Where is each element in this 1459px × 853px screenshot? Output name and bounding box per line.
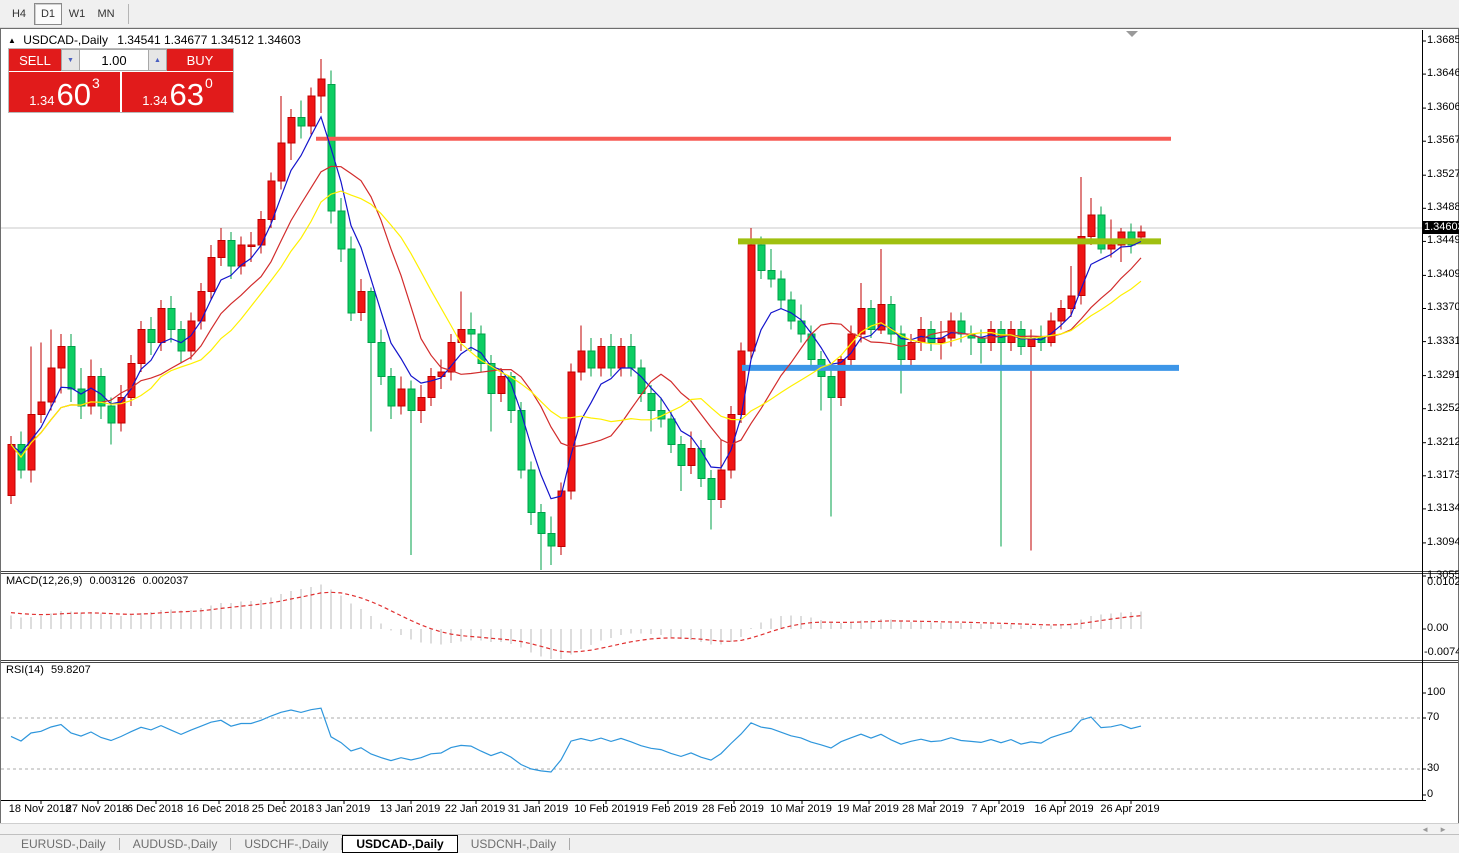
volume-increase-button[interactable]: ▲ xyxy=(148,49,167,71)
chart-window xyxy=(0,28,1459,824)
tab-separator xyxy=(341,838,343,850)
toolbar-separator xyxy=(128,3,129,24)
chart-tab-usdcad[interactable]: USDCAD-,Daily xyxy=(342,835,458,853)
rsi-indicator-label: RSI(14) 59.8207 xyxy=(6,664,91,676)
sell-price-main: 60 xyxy=(56,77,91,112)
buy-price-prefix: 1.34 xyxy=(142,93,168,108)
buy-price-button[interactable]: 1.34 63 0 xyxy=(122,72,233,112)
tab-separator xyxy=(118,838,120,850)
scroll-right-arrow-icon[interactable]: ► xyxy=(1439,825,1447,834)
chart-tab-audusd[interactable]: AUDUSD-,Daily xyxy=(132,837,218,851)
tab-separator xyxy=(569,838,571,850)
chart-tab-bar: EURUSD-,Daily AUDUSD-,Daily USDCHF-,Daily U… xyxy=(0,834,1459,853)
chart-tab-usdchf[interactable]: USDCHF-,Daily xyxy=(244,837,329,851)
period-button-h4[interactable]: H4 xyxy=(11,7,27,20)
scroll-left-arrow-icon[interactable]: ◄ xyxy=(1421,825,1429,834)
macd-indicator-label: MACD(12,26,9) 0.003126 0.002037 xyxy=(6,575,189,587)
chart-canvas[interactable] xyxy=(1,29,1458,823)
sell-price-button[interactable]: 1.34 60 3 xyxy=(9,72,120,112)
sell-price-sup: 3 xyxy=(92,75,100,91)
buy-button[interactable]: BUY xyxy=(167,49,233,71)
sell-button[interactable]: SELL xyxy=(9,49,61,71)
chart-title: ▲ USDCAD-,Daily 1.34541 1.34677 1.34512 … xyxy=(8,33,301,47)
chart-tab-usdcnh[interactable]: USDCNH-,Daily xyxy=(470,837,557,851)
chevron-down-icon: ▼ xyxy=(67,56,74,64)
volume-decrease-button[interactable]: ▼ xyxy=(61,49,80,71)
ma-fast-line xyxy=(10,115,1142,500)
tab-separator xyxy=(230,838,232,850)
chart-tab-eurusd[interactable]: EURUSD-,Daily xyxy=(21,837,106,851)
buy-price-main: 63 xyxy=(169,77,204,112)
one-click-trading-panel: SELL ▼ 1.00 ▲ BUY 1.34 60 3 1.34 63 0 xyxy=(8,48,234,113)
collapse-panel-icon[interactable]: ▲ xyxy=(8,36,16,45)
volume-input[interactable]: 1.00 xyxy=(80,49,148,71)
period-toolbar: H4 D1 W1 MN xyxy=(0,0,1459,28)
period-button-d1[interactable]: D1 xyxy=(34,2,62,25)
chart-ohlc-values: 1.34541 1.34677 1.34512 1.34603 xyxy=(117,33,301,47)
ma-mid-line xyxy=(10,165,1142,459)
sell-price-prefix: 1.34 xyxy=(29,93,55,108)
period-button-mn[interactable]: MN xyxy=(97,7,115,20)
chart-symbol-label: USDCAD-,Daily xyxy=(23,33,108,47)
chevron-up-icon: ▲ xyxy=(154,56,161,64)
period-button-w1[interactable]: W1 xyxy=(68,7,86,20)
chart-shift-marker-icon[interactable] xyxy=(1126,31,1138,37)
buy-price-sup: 0 xyxy=(205,75,213,91)
horizontal-scrollbar[interactable]: ◄ ► xyxy=(0,823,1459,835)
ma-slow-line xyxy=(10,190,1142,459)
